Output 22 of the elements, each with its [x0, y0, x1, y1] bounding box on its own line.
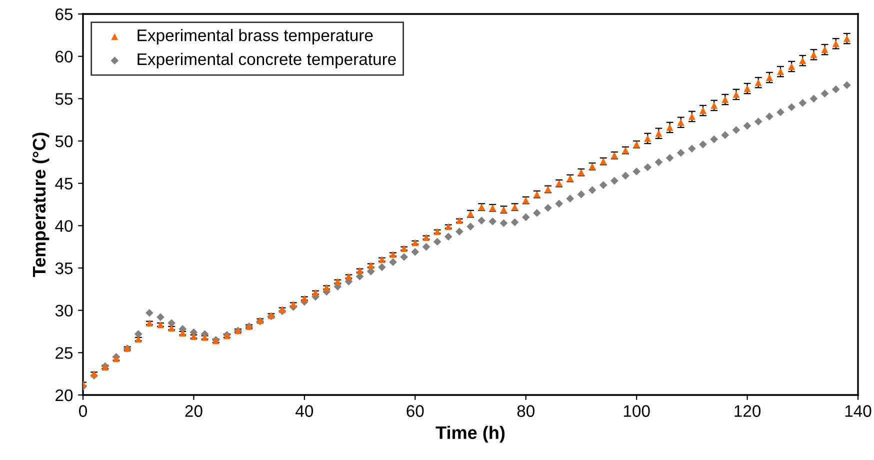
- y-tick-label: 25: [56, 347, 73, 359]
- y-tick-label: 30: [55, 304, 73, 317]
- y-tick-label: 20: [56, 389, 73, 402]
- x-tick-label: 100: [624, 405, 650, 417]
- y-axis-title: Temperature (°C): [32, 132, 50, 277]
- legend-label: Experimental concrete temperature: [138, 52, 396, 68]
- y-tick-label: 60: [56, 50, 73, 63]
- x-tick-label: 20: [185, 405, 202, 417]
- y-tick-label: 45: [55, 178, 73, 190]
- x-tick-label: 40: [296, 405, 314, 417]
- x-axis-title: Time (h): [436, 426, 505, 443]
- x-tick-label: 80: [517, 405, 534, 417]
- y-tick-label: 65: [56, 8, 73, 20]
- y-tick-label: 35: [55, 262, 73, 274]
- x-tick-label: 60: [406, 405, 424, 417]
- x-tick-label: 0: [79, 405, 87, 417]
- y-tick-label: 55: [55, 93, 73, 105]
- legend-label: Experimental brass temperature: [138, 29, 373, 45]
- y-tick-label: 40: [55, 220, 73, 232]
- x-tick-label: 120: [734, 405, 761, 417]
- y-tick-label: 50: [55, 135, 73, 148]
- x-tick-label: 140: [845, 405, 872, 417]
